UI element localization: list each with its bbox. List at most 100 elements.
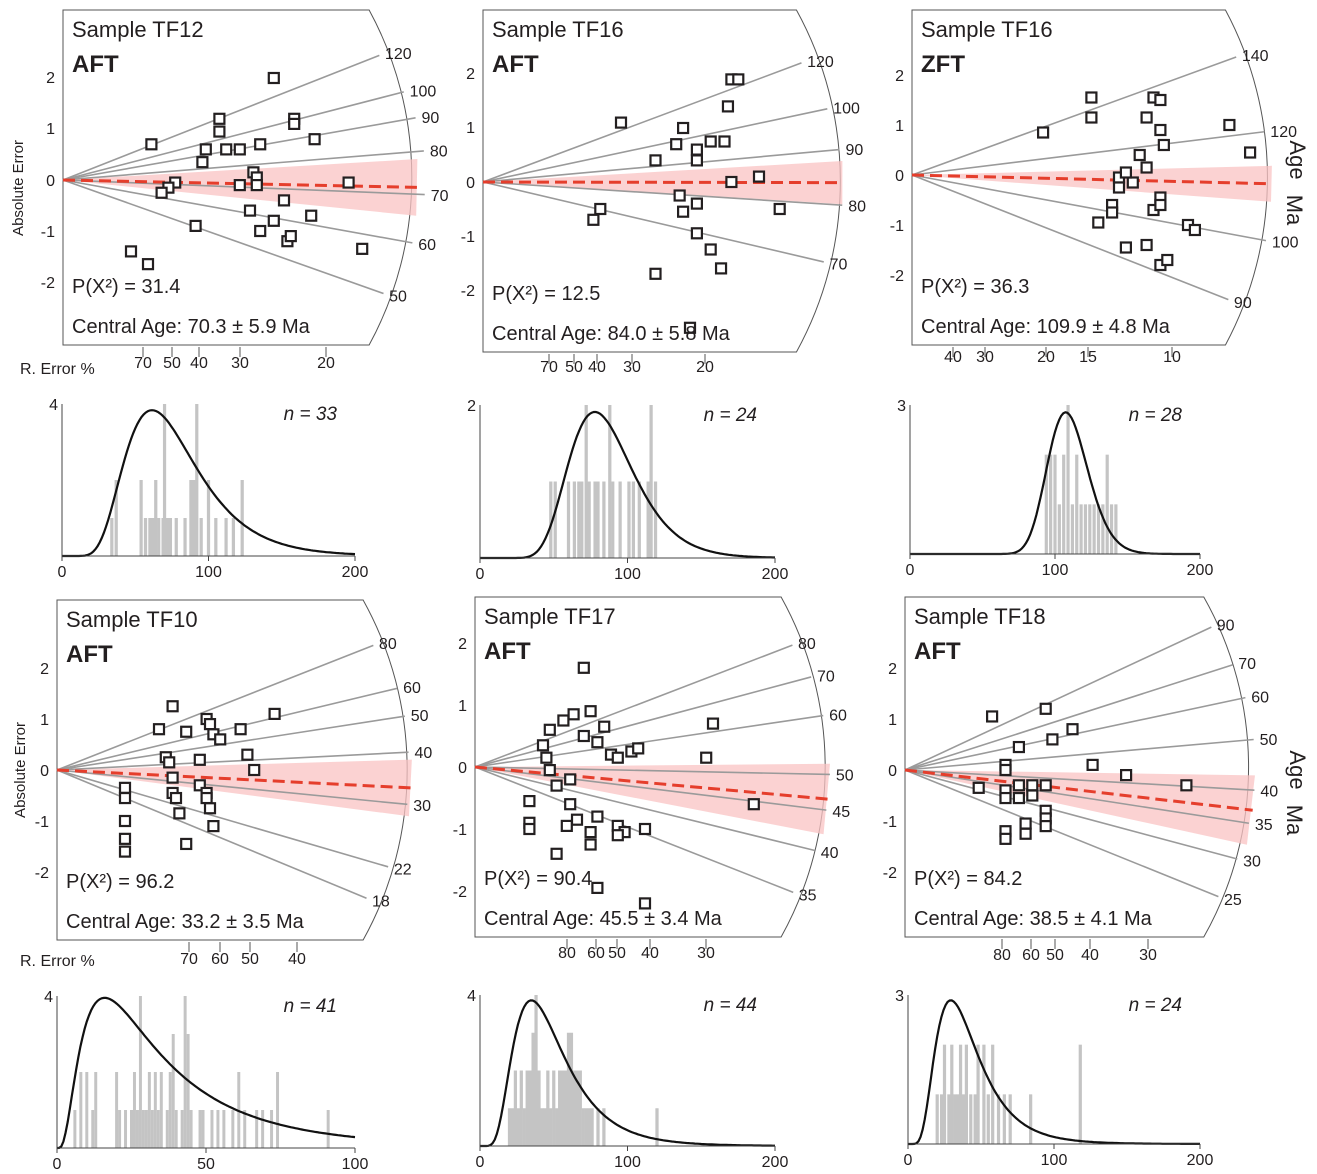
histogram-1: 4 0 100 200 n = 33 <box>49 397 368 581</box>
x-tick-label: 100 <box>614 566 641 583</box>
sample-count: n = 24 <box>1129 995 1182 1016</box>
data-point <box>732 73 745 86</box>
data-point <box>999 791 1012 805</box>
ray-age-label: 45 <box>832 804 850 821</box>
data-point <box>1026 789 1039 802</box>
x-tick-label: 100 <box>1041 1152 1068 1169</box>
y-tick-label: 0 <box>888 763 897 780</box>
ray-age-label: 80 <box>848 199 866 216</box>
data-point <box>649 154 662 167</box>
data-point <box>550 779 563 792</box>
data-point <box>564 773 577 786</box>
method-label: AFT <box>66 641 113 668</box>
data-point <box>169 791 183 805</box>
histogram-bar <box>138 996 142 1148</box>
ray-age-label: 70 <box>1238 656 1256 673</box>
rel-error-tick-label: 60 <box>1022 947 1040 964</box>
data-point <box>124 245 138 258</box>
central-age-label: Central Age: 84.0 ± 5.8 Ma <box>492 323 731 345</box>
data-point <box>145 138 158 151</box>
histogram-bar <box>183 996 187 1148</box>
data-point <box>173 807 186 820</box>
rel-error-tick-label: 50 <box>608 945 626 962</box>
y-tick-label: 3 <box>897 398 906 415</box>
y-tick-label: -2 <box>461 283 475 300</box>
density-curve <box>62 409 356 558</box>
y-tick-label: -1 <box>453 822 467 839</box>
histogram-bar <box>528 1070 532 1146</box>
data-point <box>1180 779 1193 792</box>
age-ray <box>482 108 828 183</box>
data-point <box>1188 223 1202 237</box>
data-point <box>673 189 686 202</box>
age-ray <box>56 715 405 771</box>
rel-error-tick-label: 30 <box>1139 947 1157 964</box>
data-point <box>200 791 213 805</box>
histogram-bar <box>947 1094 951 1144</box>
histogram-bar <box>572 1070 577 1146</box>
histogram-bar <box>558 1070 562 1146</box>
age-ray <box>56 687 398 771</box>
histogram-bar <box>1044 454 1048 554</box>
age-ray <box>911 174 1267 242</box>
data-point <box>241 748 254 761</box>
data-point <box>193 779 206 792</box>
age-ray <box>474 714 824 768</box>
method-label: AFT <box>72 51 119 78</box>
histogram-bar <box>189 1110 193 1148</box>
data-point <box>233 143 246 156</box>
histogram-bar <box>566 481 571 558</box>
histogram-bar <box>150 1110 154 1148</box>
age-ray <box>904 626 1212 771</box>
histogram-bar <box>139 480 143 556</box>
histogram-bar <box>135 1110 139 1148</box>
rel-error-tick-label: 50 <box>163 355 181 372</box>
histogram-bar <box>186 1034 190 1148</box>
rel-error-tick-label: 50 <box>241 951 259 968</box>
histogram-bar <box>157 518 161 556</box>
histogram-bar <box>198 1110 202 1148</box>
sample-count: n = 41 <box>284 996 337 1017</box>
histogram-bar <box>183 518 187 556</box>
histogram-bar <box>1083 504 1088 554</box>
x-tick-label: 0 <box>58 564 67 581</box>
ray-age-label: 80 <box>430 143 448 160</box>
ray-age-label: 50 <box>836 768 854 785</box>
ray-age-label: 60 <box>829 708 847 725</box>
rel-error-tick-label: 80 <box>993 947 1011 964</box>
y-tick-label: -1 <box>461 229 475 246</box>
y-tick-label: 1 <box>40 712 49 729</box>
y-tick-label: -2 <box>883 865 897 882</box>
age-ray <box>904 769 1250 825</box>
data-point <box>676 205 690 218</box>
histogram-bar <box>580 481 584 558</box>
data-point <box>189 219 202 232</box>
histogram-bar <box>590 1108 594 1146</box>
y-axis-label: Absolute Error <box>12 722 29 818</box>
histogram-bar <box>531 1032 535 1146</box>
data-point <box>1223 118 1236 132</box>
data-point <box>118 814 132 828</box>
histogram-bar <box>1092 504 1096 554</box>
histogram-bar <box>1008 1094 1012 1144</box>
density-curve <box>480 999 775 1148</box>
histogram-bar <box>653 481 658 558</box>
data-point <box>1119 768 1133 782</box>
ray-age-label: 50 <box>411 708 429 725</box>
histogram-bar <box>162 404 167 556</box>
histogram-bar <box>118 1110 122 1148</box>
plot-frame <box>904 596 1249 938</box>
data-point <box>277 194 291 207</box>
histogram-bar <box>618 481 622 558</box>
histogram-bar <box>124 1110 128 1148</box>
data-point <box>638 822 652 836</box>
ray-age-label: 40 <box>415 745 433 762</box>
y-tick-label: -2 <box>35 865 49 882</box>
x-tick-label: 100 <box>195 564 222 581</box>
histogram-bar <box>180 1110 184 1148</box>
age-ray <box>474 644 793 768</box>
age-ray <box>56 769 389 868</box>
data-point <box>584 838 597 851</box>
